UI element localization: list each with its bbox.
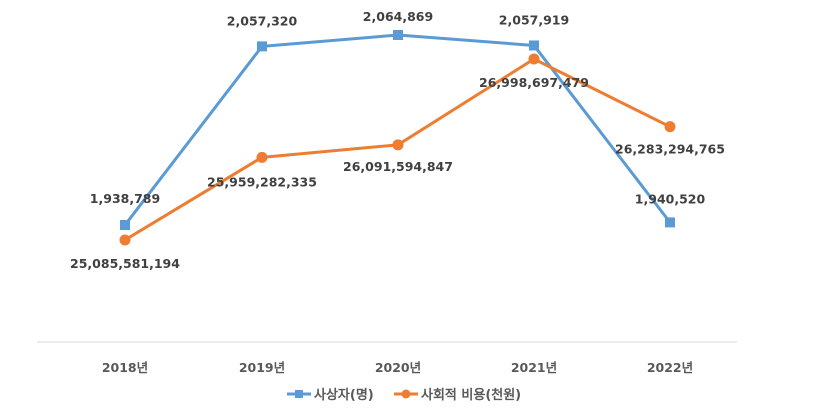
social-cost-data-label: 26,998,697,479	[479, 75, 589, 90]
x-tick-label: 2022년	[647, 360, 693, 375]
legend-item-social-cost[interactable]: 사회적 비용(천원)	[394, 387, 521, 403]
legend-cost-label: 사회적 비용(천원)	[421, 387, 521, 403]
casualties-data-label: 2,057,919	[499, 12, 569, 27]
casualties-point	[393, 30, 403, 40]
x-tick-label: 2019년	[239, 360, 285, 375]
social-cost-point	[392, 139, 404, 151]
social-cost-data-label: 25,959,282,335	[207, 174, 317, 189]
casualties-data-label: 2,064,869	[363, 9, 433, 24]
social-cost-point	[664, 121, 676, 133]
casualties-data-label: 1,940,520	[635, 191, 706, 206]
social-cost-data-label: 26,091,594,847	[343, 159, 453, 174]
casualties-data-label: 2,057,320	[227, 13, 298, 28]
casualties-point	[665, 217, 675, 228]
social-cost-data-label: 26,283,294,765	[615, 142, 725, 157]
x-tick-label: 2020년	[375, 360, 421, 375]
casualties-point	[257, 41, 267, 52]
social-cost-point	[256, 151, 268, 163]
social-cost-point	[528, 53, 540, 65]
legend-casualties-square-icon	[295, 390, 303, 398]
social-cost-point	[119, 234, 131, 246]
legend-cost-circle-icon	[401, 389, 411, 399]
casualties-data-label: 1,938,789	[90, 191, 160, 206]
legend: 사상자(명) 사회적 비용(천원)	[287, 387, 521, 403]
legend-casualties-label: 사상자(명)	[314, 387, 374, 403]
x-tick-label: 2021년	[511, 360, 557, 375]
x-tick-label: 2018년	[102, 360, 148, 375]
casualties-point	[529, 40, 539, 51]
social-cost-data-label: 25,085,581,194	[70, 256, 180, 271]
casualties-series-line	[123, 33, 672, 226]
legend-item-casualties[interactable]: 사상자(명)	[287, 387, 374, 403]
casualties-point	[120, 220, 130, 230]
